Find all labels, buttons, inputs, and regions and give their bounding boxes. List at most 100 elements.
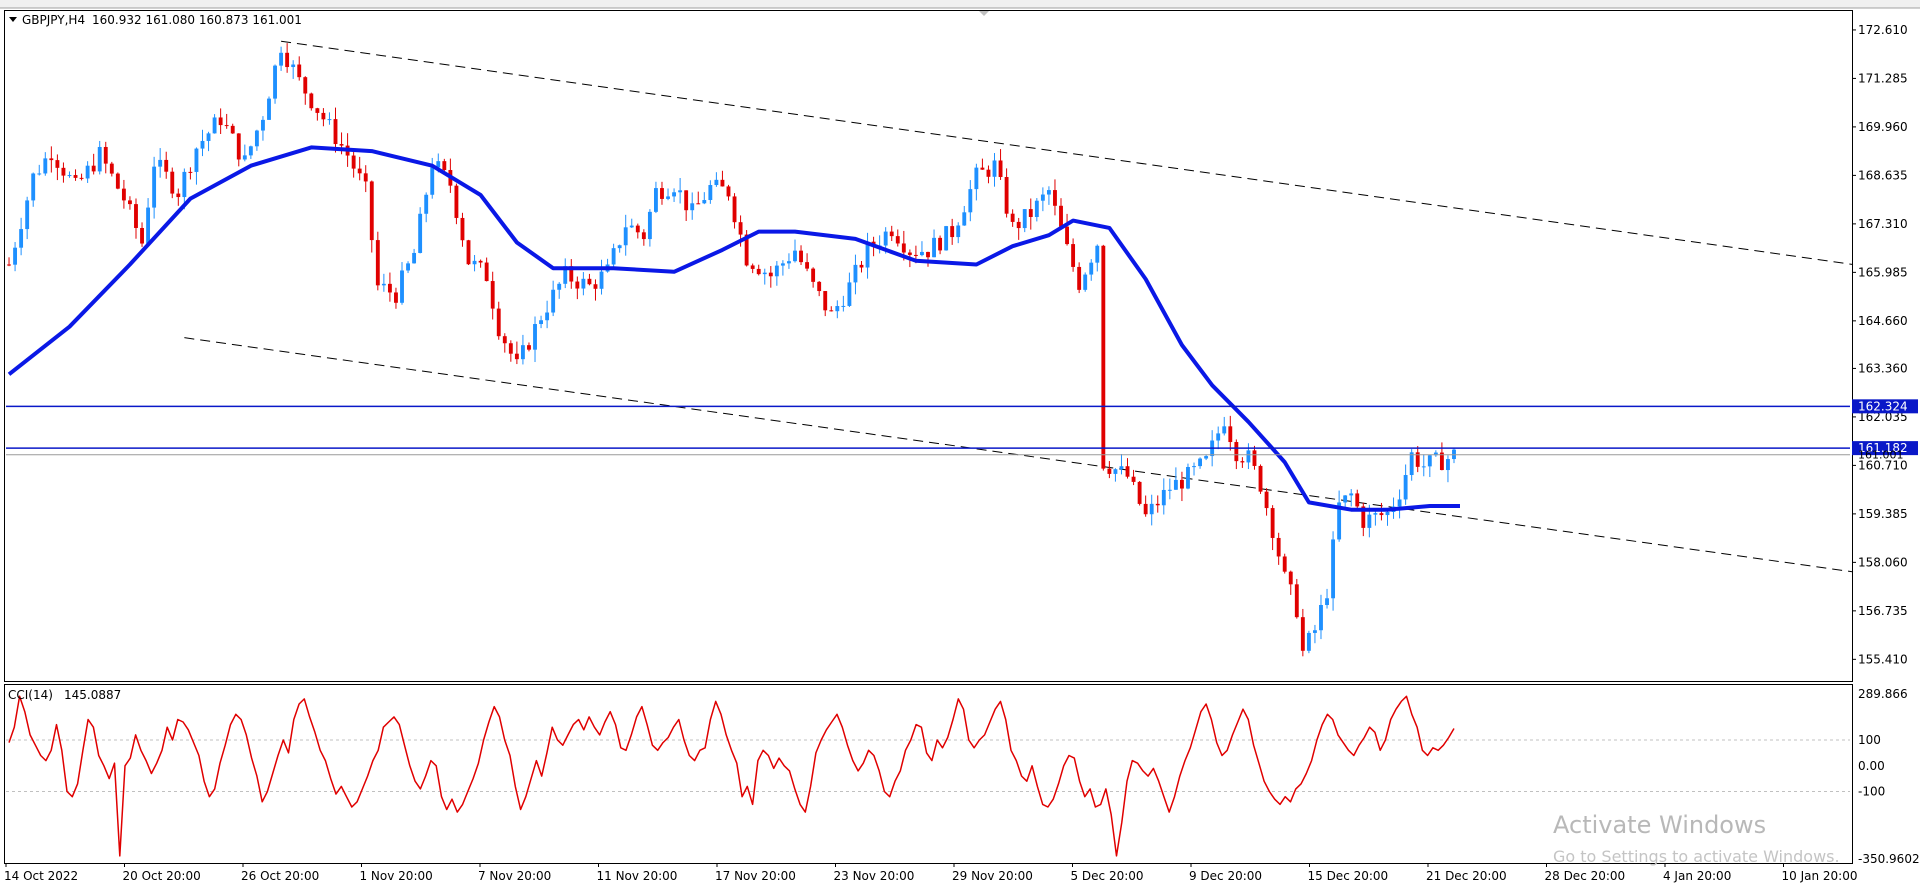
candle-body — [780, 263, 785, 266]
candle-body — [708, 185, 713, 201]
candle-body — [430, 167, 435, 195]
candle-body — [1439, 452, 1444, 471]
candle-body — [1192, 466, 1196, 468]
cci-line — [8, 695, 1455, 857]
candle-body — [303, 77, 308, 94]
candle-body — [1101, 245, 1106, 469]
cci-series — [8, 695, 1455, 857]
candle-body — [1403, 475, 1408, 500]
time-tick-label: 29 Nov 20:00 — [952, 869, 1033, 883]
candle-body — [25, 200, 30, 230]
candle-body — [285, 52, 290, 68]
candle-body — [865, 241, 870, 268]
price-tick-label: 163.360 — [1858, 361, 1908, 375]
candle-body — [1198, 458, 1203, 467]
candle-body — [1004, 177, 1009, 214]
candle-body — [1155, 503, 1160, 506]
cci-pane-frame — [4, 684, 1853, 864]
candle-body — [762, 272, 767, 275]
candle-body — [817, 281, 822, 292]
candle-body — [684, 190, 689, 211]
candle-body — [254, 130, 259, 147]
candle-body — [1446, 459, 1450, 471]
time-tick-label: 28 Dec 20:00 — [1544, 869, 1625, 883]
candle-body — [980, 167, 985, 170]
candle-body — [768, 272, 773, 277]
candle-body — [1059, 205, 1063, 227]
candle-body — [756, 268, 761, 275]
candle-body — [1246, 450, 1251, 463]
candle-body — [1252, 450, 1257, 466]
time-tick-label: 1 Nov 20:00 — [359, 869, 432, 883]
candle-body — [1288, 571, 1293, 585]
candle-body — [1040, 194, 1045, 201]
candle-body — [85, 165, 90, 179]
cci-tick-label: -100 — [1858, 785, 1885, 799]
candle-body — [472, 260, 477, 265]
candle-body — [291, 64, 296, 68]
candle-body — [43, 158, 48, 174]
trendline[interactable] — [281, 40, 1854, 265]
activation-watermark-title: Activate Windows — [1553, 811, 1766, 839]
candle-body — [230, 125, 235, 134]
candle-body — [436, 161, 441, 168]
candle-body — [1095, 245, 1100, 263]
candle-body — [932, 237, 936, 258]
candle-body — [315, 108, 320, 113]
candle-body — [363, 173, 368, 182]
candle-body — [1373, 513, 1378, 515]
candle-body — [1234, 442, 1239, 462]
candle-body — [647, 211, 652, 240]
dropdown-arrow-icon[interactable] — [9, 17, 17, 22]
candle-body — [1125, 466, 1130, 477]
candle-body — [853, 264, 858, 283]
candle-body — [774, 265, 779, 277]
candle-body — [527, 345, 531, 350]
candle-body — [224, 125, 229, 127]
candle-body — [1077, 266, 1082, 290]
candle-body — [79, 177, 84, 179]
candle-body — [1028, 209, 1033, 217]
candle-body — [466, 240, 471, 265]
candle-body — [1228, 426, 1233, 443]
candle-body — [115, 173, 120, 189]
candle-body — [738, 222, 743, 235]
candle-body — [206, 133, 211, 141]
price-tick-label: 162.035 — [1858, 410, 1908, 424]
candle-body — [992, 160, 997, 177]
candle-body — [406, 263, 410, 271]
candle-body — [170, 171, 175, 194]
level-price-label: 162.324 — [1858, 399, 1908, 413]
axes-group: 172.610 171.285 169.960 168.635 167.310 165.9… — [6, 23, 1920, 866]
candle-body — [829, 310, 834, 312]
candle-body — [666, 196, 670, 199]
candle-body — [1137, 481, 1142, 504]
candle-body — [557, 283, 562, 290]
candle-body — [690, 203, 695, 211]
price-tick-label: 158.060 — [1858, 555, 1908, 569]
trendline[interactable] — [184, 337, 1854, 573]
candle-body — [575, 281, 580, 289]
candle-body — [381, 283, 386, 286]
candle-body — [502, 336, 507, 344]
candle-body — [1319, 605, 1323, 631]
candle-body — [490, 281, 495, 309]
candle-body — [968, 189, 973, 213]
candle-body — [1379, 513, 1384, 516]
candle-body — [793, 250, 797, 262]
candle-body — [1367, 514, 1372, 528]
cci-tick-label: 289.866 — [1858, 687, 1908, 701]
candle-body — [913, 254, 918, 256]
bid-price-label: 161.001 — [1858, 449, 1904, 462]
candle-body — [750, 265, 755, 269]
candle-body — [1343, 495, 1348, 503]
candle-body — [1433, 452, 1438, 456]
price-tick-label: 171.285 — [1858, 71, 1908, 85]
candle-body — [109, 163, 114, 174]
candle-body — [508, 343, 513, 354]
candle-body — [641, 232, 646, 240]
x-axis: 14 Oct 2022 20 Oct 20:00 26 Oct 20:00 1 Nov… — [4, 863, 1857, 883]
